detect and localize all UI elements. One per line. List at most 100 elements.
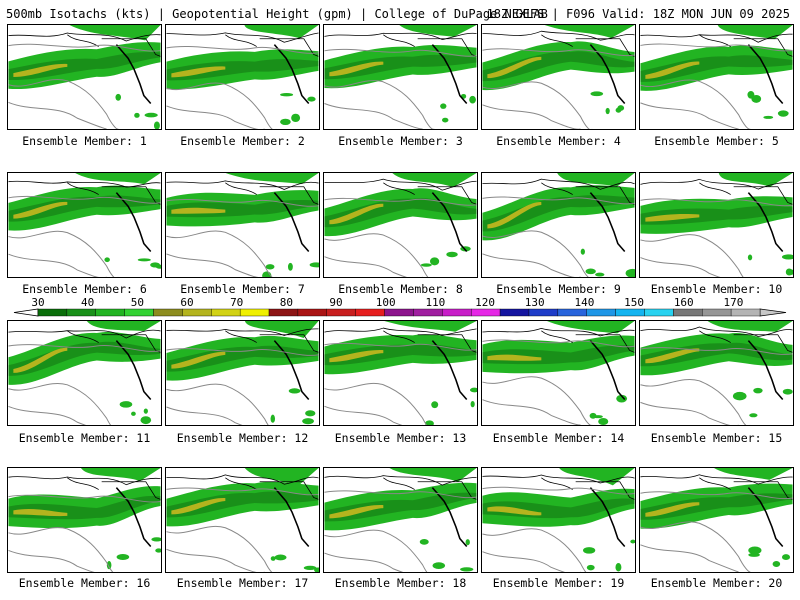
isotach-colorbar: 30 40 50 60 70 80 90 100 110 120 130 140 150 160 170 bbox=[0, 297, 800, 319]
height-contours bbox=[8, 494, 161, 572]
ensemble-map bbox=[324, 321, 477, 425]
colorbar-tick-label: 60 bbox=[180, 296, 194, 309]
coastline-outline bbox=[482, 474, 635, 548]
ensemble-map bbox=[8, 468, 161, 572]
ensemble-member-label: Ensemble Member: 8 bbox=[338, 282, 463, 296]
isotach-field bbox=[8, 468, 161, 570]
ensemble-map bbox=[324, 25, 477, 129]
ensemble-panel-18 bbox=[323, 467, 478, 573]
isotach-field bbox=[166, 468, 319, 572]
ensemble-member-label: Ensemble Member: 19 bbox=[492, 576, 625, 590]
colorbar-tick-label: 130 bbox=[524, 296, 545, 309]
isotach-field bbox=[324, 321, 477, 425]
isotach-field bbox=[640, 173, 793, 276]
colorbar-tick-label: 170 bbox=[723, 296, 744, 309]
ensemble-member-label: Ensemble Member: 12 bbox=[176, 431, 309, 445]
map-header: 500mb Isotachs (kts) | Geopotential Heig… bbox=[6, 6, 796, 22]
ensemble-panel-3 bbox=[323, 24, 478, 130]
height-contours bbox=[8, 344, 161, 425]
isotach-field bbox=[482, 173, 635, 277]
coastline-outline bbox=[324, 178, 477, 253]
colorbar-tick-label: 120 bbox=[475, 296, 495, 309]
colorbar-swatch bbox=[442, 308, 472, 317]
isotach-field bbox=[482, 468, 635, 572]
ensemble-member-label: Ensemble Member: 17 bbox=[176, 576, 309, 590]
ensemble-member-label: Ensemble Member: 1 bbox=[22, 134, 147, 148]
ensemble-member-label: Ensemble Member: 4 bbox=[496, 134, 621, 148]
height-contours bbox=[640, 347, 793, 425]
ensemble-member-label: Ensemble Member: 10 bbox=[650, 282, 783, 296]
colorbar-swatch bbox=[153, 308, 183, 317]
colorbar-swatch bbox=[673, 308, 703, 317]
colorbar-swatch bbox=[586, 308, 616, 317]
isotach-field bbox=[8, 25, 161, 129]
colorbar-swatch bbox=[384, 308, 414, 317]
coastline-outline bbox=[8, 180, 161, 253]
isotach-field bbox=[640, 321, 793, 418]
colorbar-swatch bbox=[615, 308, 645, 317]
isotach-field bbox=[324, 25, 477, 123]
ensemble-panel-1 bbox=[7, 24, 162, 130]
height-contours bbox=[640, 491, 793, 572]
height-contours bbox=[482, 48, 635, 129]
ensemble-map bbox=[482, 321, 635, 425]
ensemble-panel-17 bbox=[165, 467, 320, 573]
colorbar-swatch bbox=[124, 308, 154, 317]
coastline-outline bbox=[482, 328, 635, 401]
isotach-field bbox=[166, 173, 319, 277]
colorbar-swatch bbox=[730, 308, 761, 317]
ensemble-member-label: Ensemble Member: 15 bbox=[650, 431, 783, 445]
height-contours bbox=[324, 48, 477, 129]
colorbar-left-arrow bbox=[13, 308, 39, 317]
ensemble-panel-11 bbox=[7, 320, 162, 426]
ensemble-map bbox=[166, 25, 319, 129]
isotach-field bbox=[166, 25, 319, 126]
colorbar-tick-label: 80 bbox=[279, 296, 293, 309]
ensemble-map bbox=[324, 173, 477, 277]
colorbar-swatch bbox=[66, 308, 96, 317]
ensemble-member-label: Ensemble Member: 7 bbox=[180, 282, 305, 296]
colorbar-swatch bbox=[644, 308, 674, 317]
height-contours bbox=[166, 348, 319, 425]
ensemble-map bbox=[482, 25, 635, 129]
ensemble-map bbox=[166, 321, 319, 425]
colorbar-swatch bbox=[326, 308, 356, 317]
isotach-field bbox=[640, 468, 793, 568]
colorbar-swatch bbox=[95, 308, 125, 317]
header-title-right: 18Z GEFS | F096 Valid: 18Z MON JUN 09 20… bbox=[486, 7, 790, 21]
colorbar-swatch bbox=[471, 308, 501, 317]
height-contours bbox=[324, 490, 477, 572]
colorbar-swatch bbox=[297, 308, 328, 317]
colorbar-swatch bbox=[557, 308, 587, 317]
coastline-outline bbox=[640, 33, 793, 105]
colorbar-swatch bbox=[413, 308, 443, 317]
ensemble-panel-2 bbox=[165, 24, 320, 130]
colorbar-tick-label: 140 bbox=[574, 296, 595, 309]
coastline-outline bbox=[640, 474, 793, 548]
ensemble-panel-8 bbox=[323, 172, 478, 278]
ensemble-map bbox=[482, 173, 635, 277]
ensemble-member-label: Ensemble Member: 9 bbox=[496, 282, 621, 296]
colorbar-swatch bbox=[528, 308, 559, 317]
coastline-outline bbox=[324, 327, 477, 401]
colorbar-swatch bbox=[499, 308, 530, 317]
ensemble-member-label: Ensemble Member: 18 bbox=[334, 576, 467, 590]
ensemble-map bbox=[8, 173, 161, 277]
coastline-outline bbox=[166, 180, 319, 253]
height-contours bbox=[640, 198, 793, 277]
ensemble-map bbox=[640, 25, 793, 129]
colorbar-tick-label: 40 bbox=[81, 296, 95, 309]
ensemble-member-label: Ensemble Member: 6 bbox=[22, 282, 147, 296]
ensemble-member-label: Ensemble Member: 16 bbox=[18, 576, 151, 590]
colorbar-tick-label: 90 bbox=[329, 296, 343, 309]
coastline-outline bbox=[640, 326, 793, 401]
colorbar-swatch bbox=[702, 308, 732, 317]
height-contours bbox=[324, 197, 477, 277]
height-contours bbox=[324, 342, 477, 425]
ensemble-map bbox=[8, 25, 161, 129]
colorbar-tick-label: 150 bbox=[624, 296, 645, 309]
coastline-outline bbox=[324, 32, 477, 105]
ensemble-panel-7 bbox=[165, 172, 320, 278]
height-contours bbox=[482, 196, 635, 277]
colorbar-swatch bbox=[211, 308, 241, 317]
